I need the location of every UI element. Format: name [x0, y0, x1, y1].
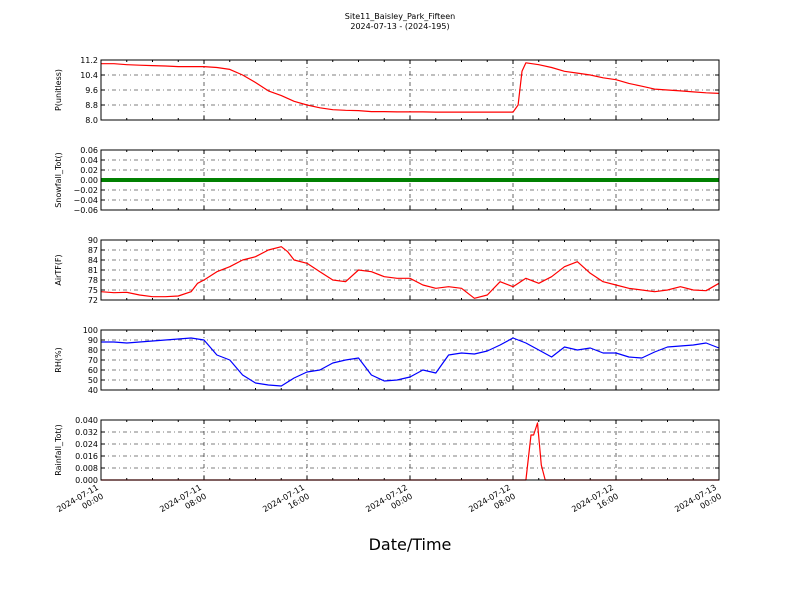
- x-tick-label: 2024-07-1108:00: [158, 483, 208, 523]
- y-tick-label: 0.008: [75, 464, 98, 473]
- y-tick-label: 40: [88, 386, 98, 395]
- panels: 8.0 8.8 9.6 10.4 11.2 P(unitless) −0.06−0.04−0…: [54, 56, 720, 485]
- y-tick-label: 8.0: [85, 116, 98, 125]
- y-tick-label: 10.4: [80, 71, 98, 80]
- x-tick-label: 2024-07-1208:00: [467, 483, 517, 523]
- y-tick-label: 90: [88, 236, 98, 245]
- chart-title: Site11_Baisley_Park_Fifteen: [345, 12, 455, 21]
- y-tick-label: 81: [88, 266, 98, 275]
- y-tick-label: 9.6: [85, 86, 98, 95]
- x-tick-label: 2024-07-1216:00: [570, 483, 620, 523]
- y-tick-label: 90: [88, 336, 98, 345]
- y-tick-label: 0.02: [80, 166, 98, 175]
- subplot-5: 0.000 0.008 0.016 0.024 0.032 0.040 Rainfall_T…: [54, 416, 720, 485]
- y-tick-label: 87: [88, 246, 98, 255]
- y-tick-label: 60: [88, 366, 98, 375]
- axes-frame: [100, 149, 720, 211]
- y-tick-label: 0.032: [75, 428, 98, 437]
- y-tick-label: 8.8: [85, 101, 98, 110]
- y-axis-label: AirTF(F): [54, 254, 63, 285]
- y-tick-label: 0.04: [80, 156, 98, 165]
- series-line: [101, 337, 720, 387]
- y-tick-label: −0.04: [73, 196, 98, 205]
- x-tick-label: 2024-07-1300:00: [673, 483, 723, 523]
- y-tick-label: 80: [88, 346, 98, 355]
- axes-frame: [100, 59, 720, 121]
- y-tick-label: 0.016: [75, 452, 98, 461]
- y-tick-label: 70: [88, 356, 98, 365]
- y-axis-label: RH(%): [54, 347, 63, 372]
- subplot-2: −0.06−0.04−0.020.000.020.040.06 Snowfall_…: [54, 146, 720, 215]
- y-tick-label: 72: [88, 296, 98, 305]
- series-line: [100, 246, 720, 299]
- y-tick-label: 0.040: [75, 416, 98, 425]
- y-tick-label: −0.02: [73, 186, 98, 195]
- y-tick-label: 0.00: [80, 176, 98, 185]
- y-axis-label: Snowfall_Tot(): [54, 152, 63, 208]
- y-tick-label: −0.06: [73, 206, 98, 215]
- chart-subtitle: 2024-07-13 - (2024-195): [350, 22, 449, 31]
- axes-frame: [100, 329, 720, 391]
- y-tick-label: 84: [88, 256, 98, 265]
- y-tick-label: 0.06: [80, 146, 98, 155]
- y-tick-label: 100: [83, 326, 98, 335]
- x-tick-label: 2024-07-1100:00: [55, 483, 105, 523]
- y-axis-label: Rainfall_Tot(): [54, 424, 63, 476]
- axes-frame: [100, 239, 720, 301]
- y-tick-label: 75: [88, 286, 98, 295]
- x-tick-label: 2024-07-1200:00: [364, 483, 414, 523]
- y-tick-label: 50: [88, 376, 98, 385]
- x-tick-label: 2024-07-1116:00: [261, 483, 311, 523]
- axes-frame: [100, 419, 720, 481]
- subplot-1: 8.0 8.8 9.6 10.4 11.2 P(unitless): [54, 56, 720, 125]
- series-line: [101, 62, 720, 113]
- y-tick-label: 11.2: [80, 56, 98, 65]
- y-tick-label: 78: [88, 276, 98, 285]
- y-tick-label: 0.000: [75, 476, 98, 485]
- x-axis-tick-labels: 2024-07-1100:00 2024-07-1108:00 2024-07-11…: [55, 483, 723, 523]
- y-axis-label: P(unitless): [54, 69, 63, 111]
- y-tick-label: 0.024: [75, 440, 98, 449]
- x-axis-label: Date/Time: [369, 535, 452, 554]
